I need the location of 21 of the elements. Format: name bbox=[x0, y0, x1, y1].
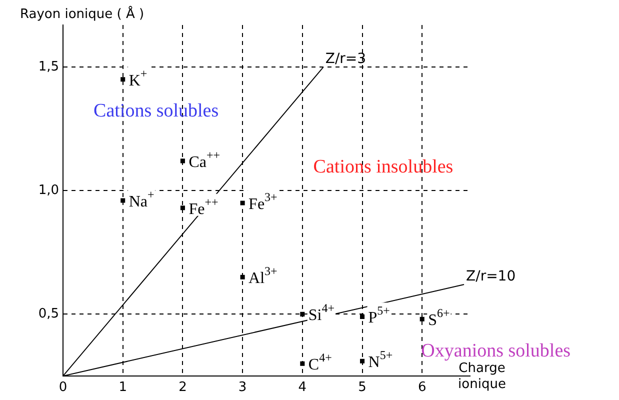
y-tick-label: 0,5 bbox=[38, 306, 59, 322]
y-tick-label: 1,5 bbox=[38, 59, 59, 74]
x-tick-label: 5 bbox=[358, 380, 366, 396]
annotation: Cations solubles bbox=[94, 100, 219, 122]
series-label: Fe++ bbox=[188, 194, 218, 218]
annotation: Oxyanions solubles bbox=[421, 340, 571, 362]
x-tick-label: 0 bbox=[58, 380, 68, 396]
series-label: Na+ bbox=[128, 188, 155, 210]
series-label: Z/r=3 bbox=[325, 51, 366, 68]
annotation: Cations insolubles bbox=[313, 156, 454, 178]
series-label: Z/r=10 bbox=[466, 268, 516, 285]
x-axis-title: Charge ionique bbox=[458, 361, 506, 392]
x-tick-label: 6 bbox=[418, 380, 426, 396]
x-tick-label: 4 bbox=[298, 380, 307, 396]
x-tick-label: 3 bbox=[238, 380, 247, 396]
x-tick-label: 1 bbox=[118, 380, 127, 396]
y-axis-title: Rayon ionique ( Å ) bbox=[20, 5, 144, 22]
y-tick-label: 1,0 bbox=[38, 182, 59, 198]
series-label: Ca++ bbox=[188, 148, 220, 171]
x-tick-label: 2 bbox=[178, 380, 187, 396]
series-label: K+ bbox=[128, 66, 148, 90]
